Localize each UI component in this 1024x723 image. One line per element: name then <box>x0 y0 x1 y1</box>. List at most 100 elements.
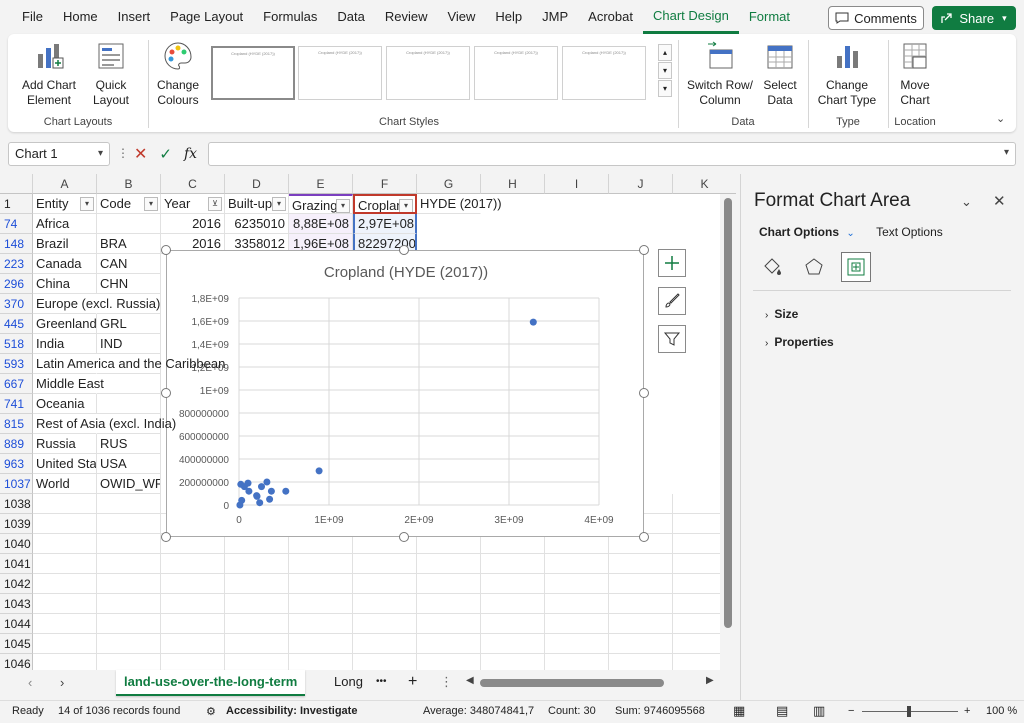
row-header[interactable]: 667 <box>0 374 33 394</box>
cell-entity[interactable]: India <box>33 334 97 354</box>
chevron-down-icon[interactable]: ⌄ <box>961 194 972 209</box>
cell[interactable] <box>545 634 609 654</box>
switch-row-column-button[interactable]: Switch Row/ Column <box>684 40 756 108</box>
size-properties-icon[interactable] <box>841 252 871 282</box>
cell-code[interactable] <box>97 294 161 314</box>
cell[interactable] <box>289 654 353 670</box>
row-header[interactable]: 1042 <box>0 574 33 594</box>
cell[interactable] <box>545 614 609 634</box>
chart-style-1[interactable]: Cropland (HYDE (2017)) <box>211 46 295 100</box>
row-header[interactable]: 1 <box>0 194 33 214</box>
chart-style-4[interactable]: Cropland (HYDE (2017)) <box>474 46 558 100</box>
cell-entity[interactable]: Brazil <box>33 234 97 254</box>
more-sheets-icon[interactable]: ••• <box>376 676 387 687</box>
cell[interactable] <box>225 554 289 574</box>
cell-builtup[interactable]: 6235010 <box>225 214 289 234</box>
cell[interactable] <box>545 594 609 614</box>
tab-chart-options[interactable]: Chart Options <box>759 225 839 239</box>
data-point[interactable] <box>256 499 264 507</box>
cell-code[interactable]: CHN <box>97 274 161 294</box>
cell[interactable] <box>353 594 417 614</box>
cell[interactable] <box>33 494 97 514</box>
cell[interactable] <box>225 634 289 654</box>
move-chart-button[interactable]: Move Chart <box>892 40 938 108</box>
cell[interactable] <box>545 534 609 554</box>
column-header[interactable]: C <box>161 174 225 194</box>
header-cell-year[interactable]: Year ⊻ <box>161 194 225 214</box>
filter-dropdown-icon[interactable]: ▾ <box>144 197 158 211</box>
cell[interactable] <box>481 634 545 654</box>
menu-jmp[interactable]: JMP <box>542 9 569 24</box>
cell[interactable] <box>481 614 545 634</box>
cell-entity[interactable]: World <box>33 474 97 494</box>
cell[interactable] <box>481 594 545 614</box>
tab-text-options[interactable]: Text Options <box>876 225 943 239</box>
filter-dropdown-icon[interactable]: ▾ <box>80 197 94 211</box>
share-button[interactable]: Share ▾ <box>932 6 1016 30</box>
gallery-up-icon[interactable]: ▴ <box>658 44 672 61</box>
cell-code[interactable]: RUS <box>97 434 161 454</box>
cell[interactable] <box>97 554 161 574</box>
select-data-button[interactable]: Select Data <box>758 40 802 108</box>
resize-handle[interactable] <box>161 245 171 255</box>
more-options-icon[interactable]: ⋮ <box>117 146 129 160</box>
cell[interactable] <box>289 614 353 634</box>
cell-entity[interactable]: Canada <box>33 254 97 274</box>
data-point[interactable] <box>267 487 275 495</box>
cell[interactable] <box>289 574 353 594</box>
resize-handle[interactable] <box>639 532 649 542</box>
column-header[interactable]: A <box>33 174 97 194</box>
vertical-scrollbar[interactable] <box>720 194 736 670</box>
cell[interactable] <box>417 574 481 594</box>
cell-cropland[interactable]: 2,97E+08 <box>353 214 417 234</box>
select-all-corner[interactable] <box>0 174 33 194</box>
cell[interactable] <box>161 634 225 654</box>
row-header[interactable]: 1040 <box>0 534 33 554</box>
scroll-right-icon[interactable]: ▶ <box>706 675 714 686</box>
scrollbar-thumb[interactable] <box>724 198 732 628</box>
cell-code[interactable]: USA <box>97 454 161 474</box>
cell[interactable] <box>225 594 289 614</box>
cell[interactable] <box>289 594 353 614</box>
scroll-left-icon[interactable]: ◀ <box>466 675 474 686</box>
resize-handle[interactable] <box>639 388 649 398</box>
quick-layout-button[interactable]: Quick Layout <box>84 40 138 108</box>
header-cell-hyde[interactable]: HYDE (2017)) <box>417 194 502 214</box>
cell[interactable] <box>609 594 673 614</box>
fill-line-icon[interactable] <box>757 252 787 282</box>
page-break-view-icon[interactable]: ▥ <box>813 703 826 718</box>
cell[interactable] <box>33 574 97 594</box>
cell[interactable] <box>289 554 353 574</box>
section-properties[interactable]: › Properties <box>765 335 834 349</box>
cell[interactable] <box>609 534 673 554</box>
data-point[interactable] <box>266 495 274 503</box>
cell[interactable] <box>353 574 417 594</box>
data-point[interactable] <box>529 318 537 326</box>
menu-help[interactable]: Help <box>495 9 523 24</box>
cell-code[interactable]: IND <box>97 334 161 354</box>
cell[interactable] <box>33 614 97 634</box>
close-icon[interactable]: ✕ <box>993 193 1006 210</box>
section-size[interactable]: › Size <box>765 307 798 321</box>
filter-active-icon[interactable]: ⊻ <box>208 197 222 211</box>
filter-dropdown-icon[interactable]: ▾ <box>336 199 350 213</box>
cell[interactable] <box>289 534 353 554</box>
cell-code[interactable]: BRA <box>97 234 161 254</box>
cell-entity[interactable]: Latin America and the Caribbean <box>33 354 225 374</box>
cancel-icon[interactable]: ✕ <box>134 146 148 163</box>
cell-entity[interactable]: China <box>33 274 97 294</box>
menu-file[interactable]: File <box>22 9 43 24</box>
comments-button[interactable]: Comments <box>828 6 924 30</box>
cell[interactable] <box>97 494 161 514</box>
cell[interactable] <box>353 634 417 654</box>
cell-code[interactable]: GRL <box>97 314 161 334</box>
formula-input[interactable]: ▾ <box>208 142 1016 166</box>
cell-code[interactable]: CAN <box>97 254 161 274</box>
zoom-level[interactable]: 100 % <box>986 705 1018 717</box>
gallery-more-icon[interactable]: ▾ <box>658 80 672 97</box>
cell[interactable] <box>673 614 736 634</box>
cell[interactable] <box>97 574 161 594</box>
data-point[interactable] <box>240 483 248 491</box>
name-box[interactable]: Chart 1 ▾ <box>8 142 110 166</box>
cell[interactable] <box>673 494 736 514</box>
